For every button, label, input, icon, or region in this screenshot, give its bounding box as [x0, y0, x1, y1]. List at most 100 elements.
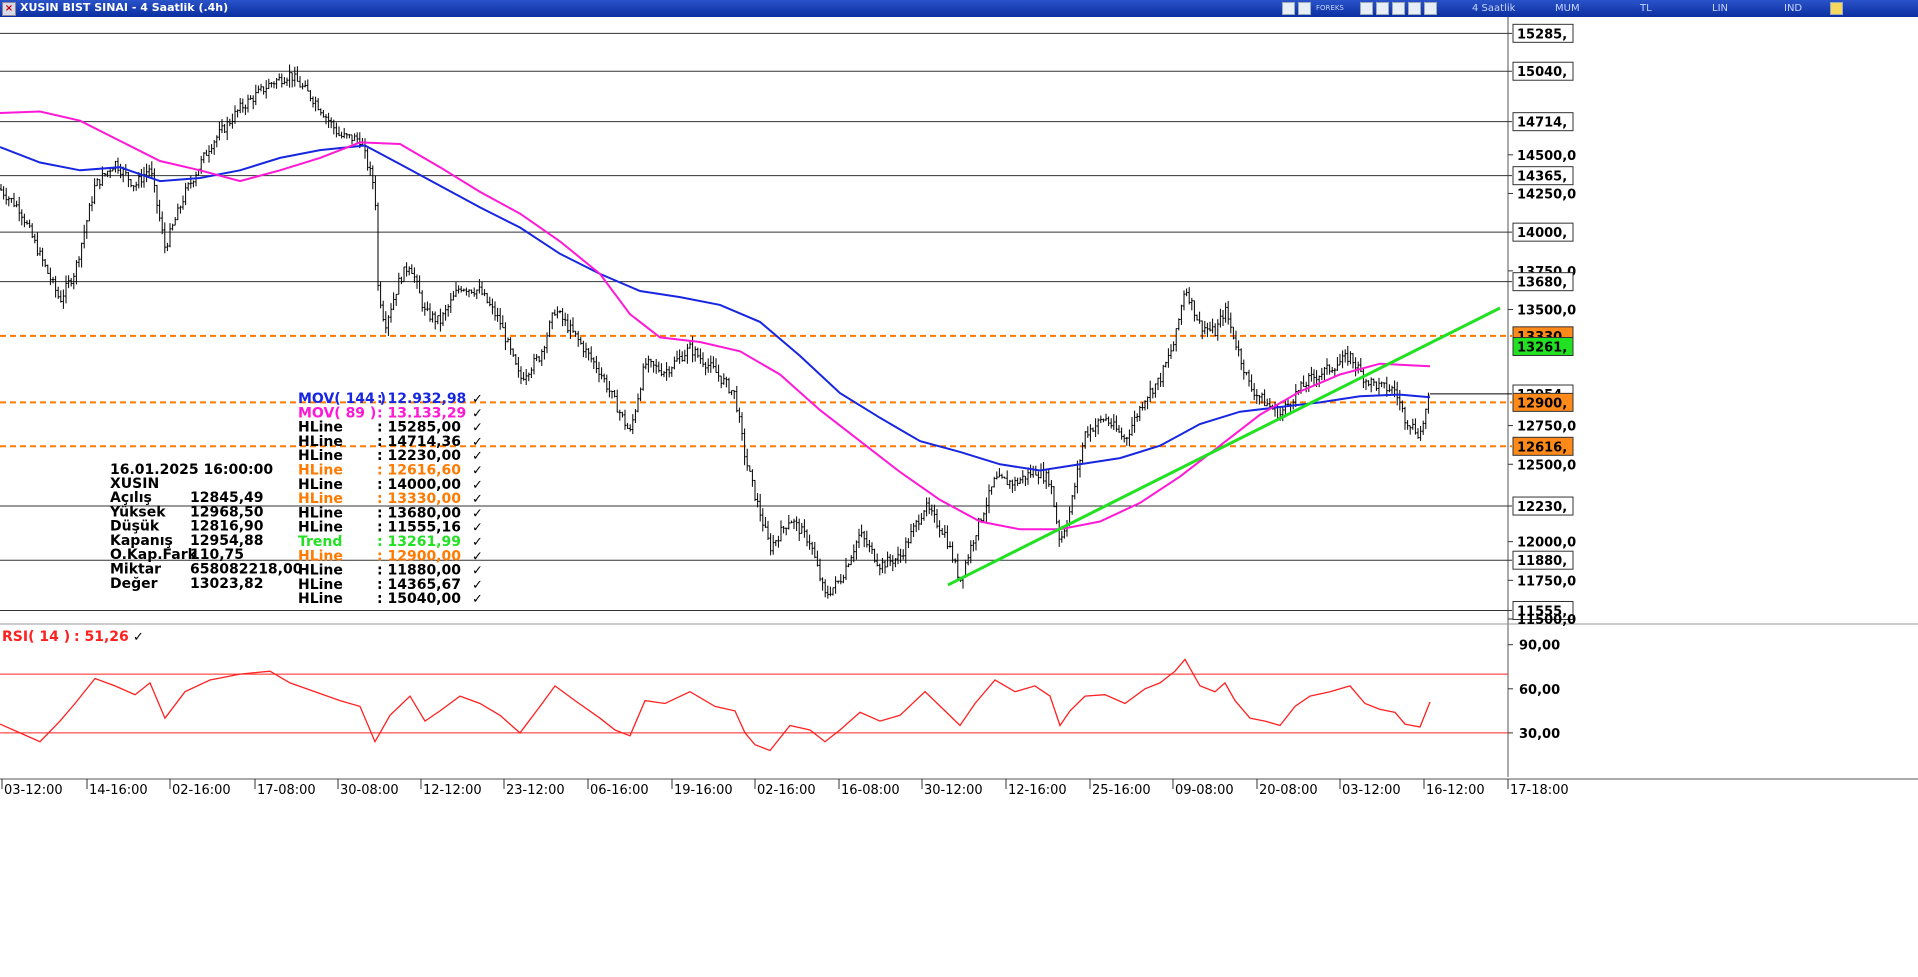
info-label: Miktar [110, 562, 161, 578]
candle-type-button[interactable]: MUM [1555, 3, 1580, 14]
legend-name: HLine [298, 463, 343, 479]
price-tick-label: 13261, [1517, 341, 1567, 356]
price-tick-label: 14250,0 [1517, 187, 1576, 202]
info-value: 12968,50 [190, 504, 264, 520]
time-tick-label: 03-12:00 [4, 783, 63, 798]
price-tick-label: 12900, [1517, 396, 1567, 411]
chart-canvas[interactable]: MOV( 144 ): 12.932,98 ✓ MOV( 89 ): 13.133,… [0, 17, 1918, 977]
info-value: 658082218,00 [190, 562, 303, 578]
legend-check-icon: ✓ [472, 535, 483, 550]
legend-value: : 14714,36 [377, 434, 461, 450]
legend-check-icon: ✓ [472, 578, 483, 593]
period-selector[interactable]: 4 Saatlik [1472, 3, 1516, 14]
price-tick-label: 13500,0 [1517, 304, 1576, 319]
price-label-box [1512, 436, 1574, 456]
price-label-box [1512, 272, 1574, 292]
legend-check-icon: ✓ [472, 492, 483, 507]
legend-value: : 12.932,98 [377, 391, 466, 407]
legend-name: HLine [298, 420, 343, 436]
price-candles [0, 64, 1430, 599]
time-tick-label: 25-16:00 [1092, 783, 1151, 798]
price-tick-label: 11750,0 [1517, 574, 1576, 589]
price-label-box [1512, 600, 1574, 620]
close-icon[interactable]: × [2, 2, 16, 16]
time-tick-label: 30-08:00 [340, 783, 399, 798]
rsi-tick-label: 30,00 [1519, 727, 1560, 742]
time-tick-label: 20-08:00 [1259, 783, 1318, 798]
price-label-box [1512, 222, 1574, 242]
legend-check-icon: ✓ [472, 392, 483, 407]
time-tick-label: 19-16:00 [674, 783, 733, 798]
price-tick-label: 12616, [1517, 440, 1567, 455]
indicator-icon[interactable] [1298, 2, 1311, 15]
line-tool-icon[interactable] [1424, 2, 1437, 15]
legend-value: : 12900,00 [377, 548, 461, 564]
legend-name: HLine [298, 505, 343, 521]
info-symbol: XUSIN [110, 476, 159, 492]
time-tick-label: 12-16:00 [1008, 783, 1067, 798]
price-label-box [1512, 23, 1574, 43]
indicator-legend: MOV( 144 ): 12.932,98 ✓ MOV( 89 ): 13.133,… [298, 391, 483, 607]
mov-144-line [0, 144, 1431, 472]
currency-button[interactable]: TL [1640, 3, 1652, 14]
legend-check-icon: ✓ [472, 435, 483, 450]
info-value: 12816,90 [190, 519, 264, 535]
rsi-tick-label: 60,00 [1519, 683, 1560, 698]
crosshair-icon[interactable] [1408, 2, 1421, 15]
legend-value: : 12230,00 [377, 448, 461, 464]
info-label: Açılış [110, 490, 152, 506]
legend-name: HLine [298, 520, 343, 536]
time-tick-label: 03-12:00 [1342, 783, 1401, 798]
legend-name: HLine [298, 477, 343, 493]
info-label: Kapanış [110, 533, 173, 549]
zoom-icon[interactable] [1376, 2, 1389, 15]
flag-icon[interactable] [1360, 2, 1373, 15]
time-tick-label: 12-12:00 [423, 783, 482, 798]
info-value: 12845,49 [190, 490, 264, 506]
price-label-box [1512, 496, 1574, 516]
time-tick-label: 16-12:00 [1426, 783, 1485, 798]
price-axis: 15285, 15040, 14714, 14500,0 14365, 14250,0 14… [1508, 23, 1576, 628]
legend-value: : 13680,00 [377, 505, 461, 521]
legend-name: HLine [298, 577, 343, 593]
foreks-logo: FOREKS [1316, 4, 1344, 12]
legend-name: MOV( 89 ) [298, 405, 376, 421]
legend-check-icon: ✓ [472, 549, 483, 564]
legend-check-icon: ✓ [472, 506, 483, 521]
time-axis: 03-12:00 14-16:00 02-16:00 17-08:00 30-08:00… [1, 779, 1569, 798]
info-value: 110,75 [190, 547, 244, 563]
legend-check-icon: ✓ [472, 464, 483, 479]
price-grid [0, 17, 1918, 780]
settings-icon[interactable] [1830, 2, 1843, 15]
price-label-box [1512, 337, 1574, 357]
time-tick-label: 16-08:00 [841, 783, 900, 798]
price-label-box [1512, 392, 1574, 412]
legend-value: : 12616,60 [377, 463, 461, 479]
scale-button[interactable]: LIN [1712, 3, 1729, 14]
legend-value: : 13261,99 [377, 534, 461, 550]
trend-line [947, 306, 1501, 587]
time-tick-label: 23-12:00 [506, 783, 565, 798]
price-tick-label: 13680, [1517, 276, 1567, 291]
legend-name: HLine [298, 434, 343, 450]
price-tick-label: 15285, [1517, 27, 1567, 42]
legend-value: : 15285,00 [377, 420, 461, 436]
time-tick-label: 02-16:00 [172, 783, 231, 798]
info-label: Değer [110, 576, 158, 592]
price-label-box [1512, 61, 1574, 81]
price-label-box [1512, 112, 1574, 132]
legend-value: : 13330,00 [377, 491, 461, 507]
draw-tool-icon[interactable] [1392, 2, 1405, 15]
price-tick-label: 11500,0 [1517, 613, 1576, 628]
time-tick-label: 17-08:00 [257, 783, 316, 798]
info-label: O.Kap.Fark [110, 547, 198, 563]
chart-type-icon[interactable] [1282, 2, 1295, 15]
rsi-line [0, 658, 1431, 752]
legend-name: HLine [298, 563, 343, 579]
legend-name: Trend [298, 534, 342, 550]
info-label: Düşük [110, 519, 160, 535]
info-value: 13023,82 [190, 576, 264, 592]
indicator-button[interactable]: IND [1784, 3, 1803, 14]
title-bar: × XUSIN BIST SINAI - 4 Saatlik (.4h) FOR… [0, 0, 1918, 17]
